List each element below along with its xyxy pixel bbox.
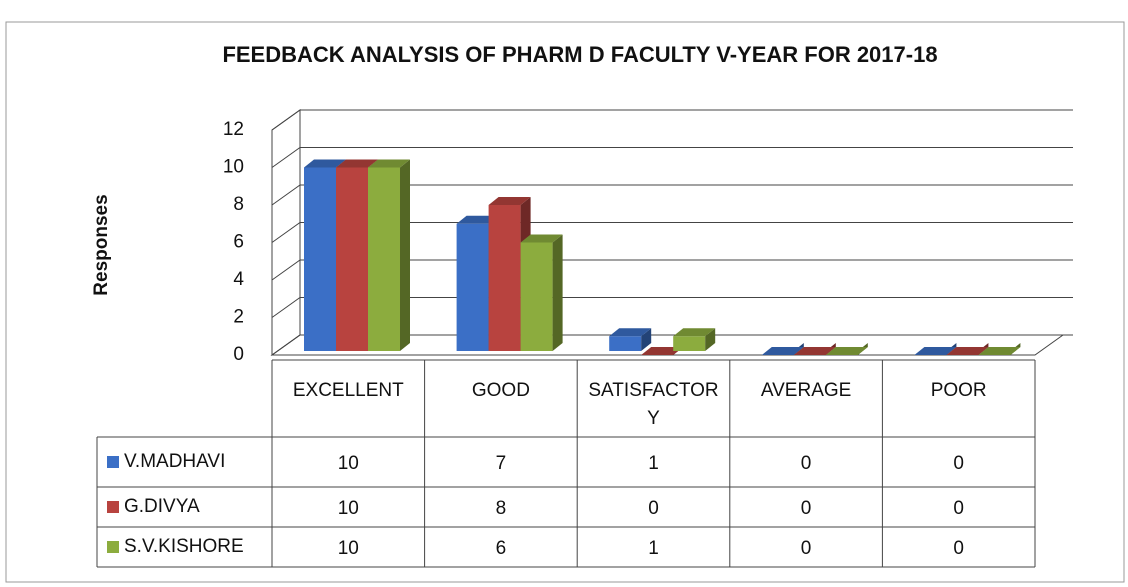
bar xyxy=(761,343,804,355)
table-value: 0 xyxy=(953,453,964,474)
legend-label: V.MADHAVI xyxy=(124,451,225,472)
y-tick-label: 12 xyxy=(223,119,244,140)
bar-top xyxy=(456,215,499,224)
bar-side xyxy=(552,234,563,351)
category-cell: GOOD xyxy=(471,380,530,401)
chart-border xyxy=(5,21,1125,583)
grid-line xyxy=(271,259,1073,281)
grid-line xyxy=(271,297,1073,318)
grid-line xyxy=(271,147,1073,168)
y-axis-label: Responses xyxy=(91,194,112,295)
bar-top xyxy=(793,347,836,355)
bar xyxy=(978,343,1021,355)
table-value: 0 xyxy=(801,453,812,474)
table-value: 1 xyxy=(648,538,659,559)
bar-top xyxy=(520,234,563,243)
table-value: 0 xyxy=(801,538,812,559)
table-value: 10 xyxy=(338,498,359,519)
table-value: 0 xyxy=(953,498,964,519)
y-tick-label: 6 xyxy=(233,232,244,253)
y-tick-label: 4 xyxy=(233,269,244,290)
bar-side xyxy=(641,328,652,351)
bar-top xyxy=(336,159,378,168)
bar xyxy=(825,343,868,355)
y-tick-label: 10 xyxy=(223,157,244,178)
table-value: 0 xyxy=(953,538,964,559)
bar-top xyxy=(978,347,1021,355)
bar-front xyxy=(520,242,553,351)
grid-line xyxy=(271,184,1073,206)
table-value: 7 xyxy=(496,453,507,474)
legend-label: G.DIVYA xyxy=(124,496,200,517)
table-value: 0 xyxy=(801,498,812,519)
bar-top xyxy=(609,328,652,337)
bar-top xyxy=(946,347,989,355)
x-tick-label: POOR xyxy=(930,380,987,401)
x-tick-label: GOOD xyxy=(471,380,530,401)
table-value: 10 xyxy=(338,453,359,474)
x-tick-label: EXCELLENT xyxy=(292,380,404,401)
table-value: 0 xyxy=(648,498,659,519)
bar-top xyxy=(488,197,531,205)
grid-line xyxy=(271,222,1073,243)
bar-front xyxy=(456,223,489,351)
chart-title: FEEDBACK ANALYSIS OF PHARM D FACULTY V-Y… xyxy=(222,42,937,67)
grid-line xyxy=(271,109,1073,131)
table-value: 1 xyxy=(648,453,659,474)
legend-swatch xyxy=(107,456,119,468)
bar xyxy=(946,343,989,355)
table-value: 8 xyxy=(496,498,507,519)
legend-swatch xyxy=(107,501,119,513)
bar-top xyxy=(673,328,716,337)
bar xyxy=(609,328,652,351)
bar-side xyxy=(400,159,410,351)
bar-top xyxy=(641,347,684,355)
bar xyxy=(368,159,410,351)
category-cell: EXCELLENT xyxy=(292,380,404,401)
grid-line xyxy=(271,334,1073,356)
bar-front xyxy=(609,336,642,351)
category-cell: SATISFACTORY xyxy=(588,380,719,429)
bar-top xyxy=(761,347,804,355)
bar-front xyxy=(368,167,400,351)
legend-swatch xyxy=(107,541,119,553)
bar-front xyxy=(304,167,336,351)
bar xyxy=(673,328,716,351)
table-value: 10 xyxy=(338,538,359,559)
bar-top xyxy=(304,159,346,168)
category-cell: AVERAGE xyxy=(760,380,852,401)
bar-side xyxy=(705,328,716,351)
bar-top xyxy=(914,347,957,355)
category-cell: POOR xyxy=(930,380,987,401)
x-tick-label: SATISFACTORY xyxy=(588,380,719,429)
y-tick-label: 8 xyxy=(233,194,244,215)
x-tick-label: AVERAGE xyxy=(760,380,852,401)
table-value: 6 xyxy=(496,538,507,559)
bar-top xyxy=(825,347,868,355)
bar xyxy=(520,234,563,351)
bar-top xyxy=(368,159,410,168)
legend-label: S.V.KISHORE xyxy=(124,536,244,557)
bar xyxy=(914,343,957,355)
y-tick-label: 2 xyxy=(233,307,244,328)
bar xyxy=(793,343,836,355)
bar-front xyxy=(336,167,368,351)
bar-front xyxy=(673,336,706,351)
bar-front xyxy=(488,205,521,351)
y-tick-label: 0 xyxy=(233,344,244,365)
